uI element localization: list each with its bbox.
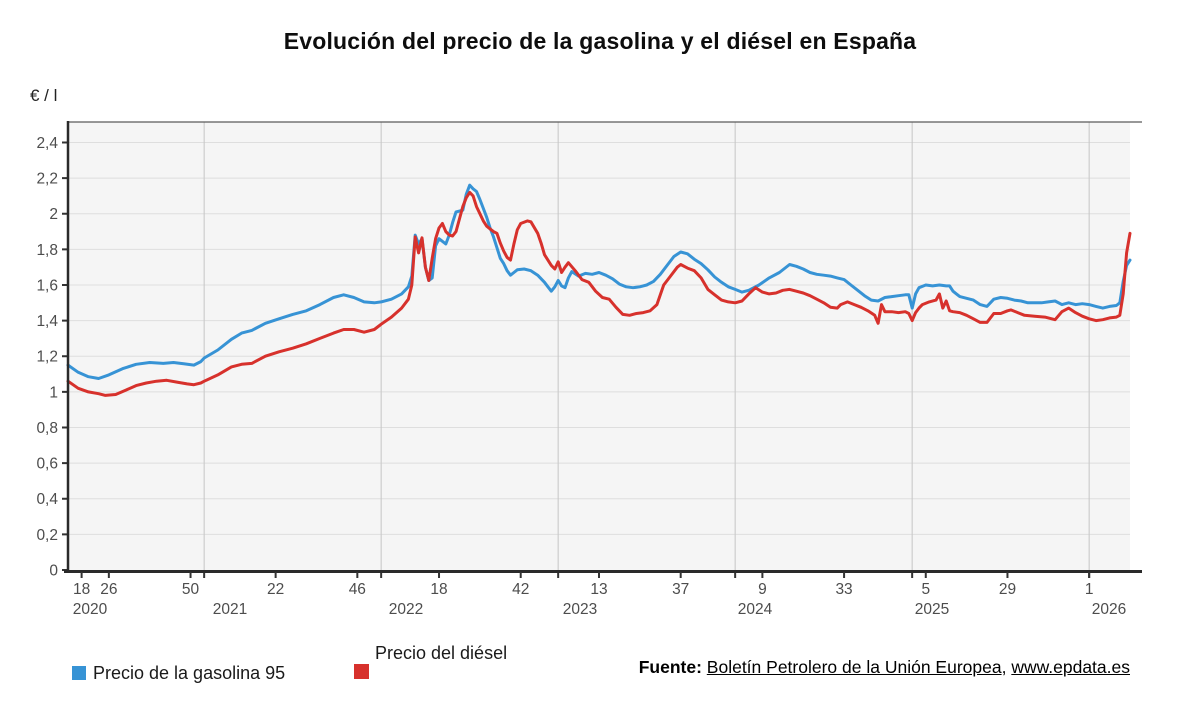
legend-item-gasolina[interactable]: Precio de la gasolina 95 (72, 663, 286, 683)
source-line: Fuente: Boletín Petrolero de la Unión Eu… (639, 657, 1130, 678)
x-week-label: 26 (100, 581, 117, 598)
x-year-label: 2025 (915, 601, 949, 618)
gasolina-line[interactable] (66, 183, 1132, 380)
x-year-label: 2021 (213, 601, 247, 618)
y-tick-label: 1,6 (36, 277, 58, 294)
y-tick-label: 0 (49, 563, 58, 580)
y-tick-label: 1,2 (36, 349, 58, 366)
diesel-legend-swatch (354, 664, 369, 679)
price-chart-svg[interactable]: 0 0,2 0,4 0,6 0,8 1 1,2 1,4 1,6 1,8 2 2,2 2,4 18 26 50 2… (0, 0, 1200, 640)
x-week-label: 18 (430, 581, 447, 598)
source-link[interactable]: Boletín Petrolero de la Unión Europea (706, 657, 1002, 677)
x-year-label: 2026 (1092, 601, 1126, 618)
source-prefix: Fuente: (638, 657, 702, 677)
x-year-label: 2023 (563, 601, 597, 618)
y-tick-label: 0,2 (36, 527, 58, 544)
gasolina-legend-label: Precio de la gasolina 95 (93, 663, 286, 683)
x-week-label: 13 (590, 581, 607, 598)
chart-area: 0 0,2 0,4 0,6 0,8 1 1,2 1,4 1,6 1,8 2 2,2 2,4 18 26 50 2… (0, 0, 1200, 640)
x-week-label: 5 (921, 581, 930, 598)
x-week-label: 37 (672, 581, 689, 598)
plot-background[interactable] (68, 122, 1130, 570)
x-week-label: 50 (182, 581, 200, 598)
x-week-label: 1 (1085, 581, 1094, 598)
x-year-label: 2024 (738, 601, 773, 618)
y-tick-label: 2,2 (36, 171, 58, 188)
diesel-legend-label: Precio del diésel (375, 643, 508, 663)
x-week-label: 46 (349, 581, 366, 598)
y-tick-label: 0,4 (36, 491, 58, 508)
y-tick-label: 2,4 (36, 135, 58, 152)
y-tick-label: 0,6 (36, 456, 58, 473)
diesel-line[interactable] (66, 190, 1132, 397)
x-week-label: 9 (758, 581, 767, 598)
y-axis-unit-label: € / l (30, 86, 58, 105)
x-week-label: 29 (999, 581, 1016, 598)
y-tick-label: 0,8 (36, 420, 58, 437)
x-week-label: 42 (512, 581, 529, 598)
y-tick-label: 1,8 (36, 242, 58, 259)
x-year-label: 2020 (73, 601, 108, 618)
x-week-label: 22 (267, 581, 284, 598)
gasolina-legend-swatch (72, 666, 86, 680)
x-week-label: 33 (835, 581, 852, 598)
chart-title: Evolución del precio de la gasolina y el… (283, 28, 917, 54)
x-week-label: 18 (73, 581, 90, 598)
y-tick-label: 1,4 (36, 313, 58, 330)
y-tick-label: 1 (49, 384, 58, 401)
x-year-label: 2022 (389, 601, 423, 618)
legend-item-diesel[interactable]: Precio del diésel (354, 644, 507, 679)
y-tick-label: 2 (49, 206, 58, 223)
source-url-link[interactable]: www.epdata.es (1011, 657, 1130, 677)
source-separator: , (1001, 657, 1012, 677)
